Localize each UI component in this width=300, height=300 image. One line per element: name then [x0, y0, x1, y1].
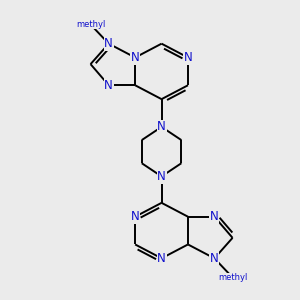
Text: methyl: methyl: [76, 20, 105, 29]
Text: N: N: [184, 51, 192, 64]
Text: N: N: [131, 210, 140, 223]
Text: N: N: [104, 37, 113, 50]
Text: N: N: [157, 120, 166, 134]
Text: N: N: [104, 79, 113, 92]
Text: N: N: [210, 252, 219, 265]
Text: N: N: [157, 252, 166, 265]
Text: N: N: [131, 51, 140, 64]
Text: N: N: [157, 170, 166, 183]
Text: methyl: methyl: [218, 273, 247, 282]
Text: N: N: [210, 210, 219, 223]
